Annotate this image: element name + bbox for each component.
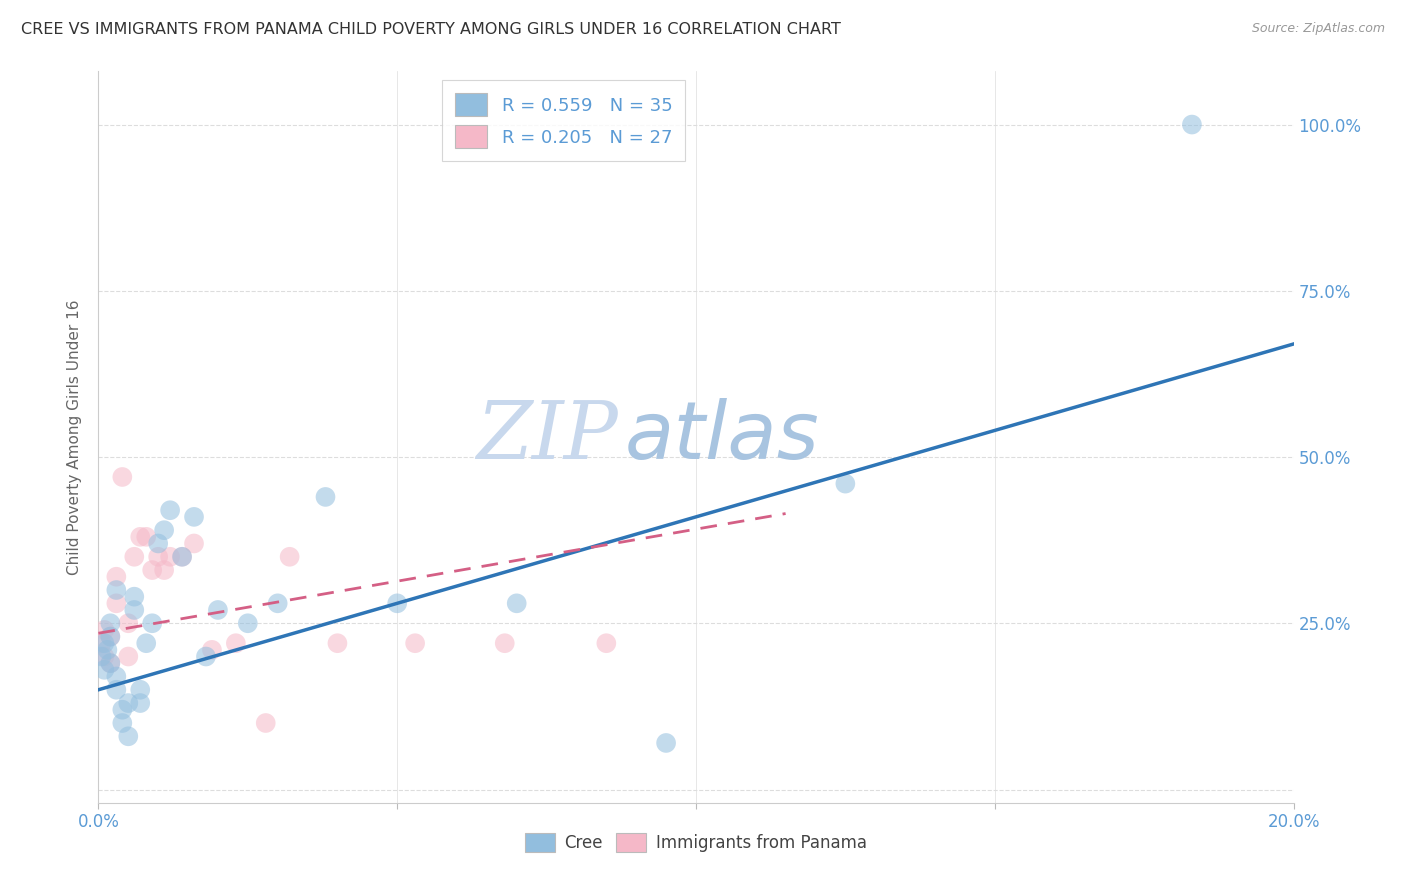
Legend: Cree, Immigrants from Panama: Cree, Immigrants from Panama [516,824,876,860]
Point [148,549,170,564]
Point [90,649,112,664]
Point [326,636,349,650]
Point [96,643,118,657]
Point [105,596,128,610]
Point [1181,118,1204,132]
Point [111,470,134,484]
Point [129,530,152,544]
Point [267,596,290,610]
Point [315,490,337,504]
Point [159,549,181,564]
Point [111,703,134,717]
Point [124,549,146,564]
Point [93,649,115,664]
Point [225,636,247,650]
Point [117,649,139,664]
Point [135,530,157,544]
Text: atlas: atlas [624,398,820,476]
Point [129,682,152,697]
Point [98,616,122,631]
Point [117,729,139,743]
Point [105,570,128,584]
Point [153,523,176,537]
Point [172,549,194,564]
Point [494,636,516,650]
Point [254,716,277,731]
Point [98,630,122,644]
Point [90,636,112,650]
Text: Source: ZipAtlas.com: Source: ZipAtlas.com [1251,22,1385,36]
Point [183,509,205,524]
Point [153,563,176,577]
Point [236,616,259,631]
Point [506,596,529,610]
Point [141,563,163,577]
Point [207,603,229,617]
Point [595,636,617,650]
Point [98,630,122,644]
Point [201,643,224,657]
Point [183,536,205,550]
Point [117,696,139,710]
Point [105,582,128,597]
Point [105,682,128,697]
Point [148,536,170,550]
Point [117,616,139,631]
Point [195,649,218,664]
Point [93,636,115,650]
Point [93,663,115,677]
Point [98,656,122,670]
Point [129,696,152,710]
Point [135,636,157,650]
Point [172,549,194,564]
Point [141,616,163,631]
Point [105,669,128,683]
Point [111,716,134,731]
Y-axis label: Child Poverty Among Girls Under 16: Child Poverty Among Girls Under 16 [67,300,83,574]
Point [124,590,146,604]
Point [404,636,426,650]
Text: CREE VS IMMIGRANTS FROM PANAMA CHILD POVERTY AMONG GIRLS UNDER 16 CORRELATION CH: CREE VS IMMIGRANTS FROM PANAMA CHILD POV… [21,22,841,37]
Point [834,476,856,491]
Point [124,603,146,617]
Point [655,736,678,750]
Point [98,656,122,670]
Point [159,503,181,517]
Point [93,623,115,637]
Point [278,549,301,564]
Text: ZIP: ZIP [477,399,619,475]
Point [385,596,409,610]
